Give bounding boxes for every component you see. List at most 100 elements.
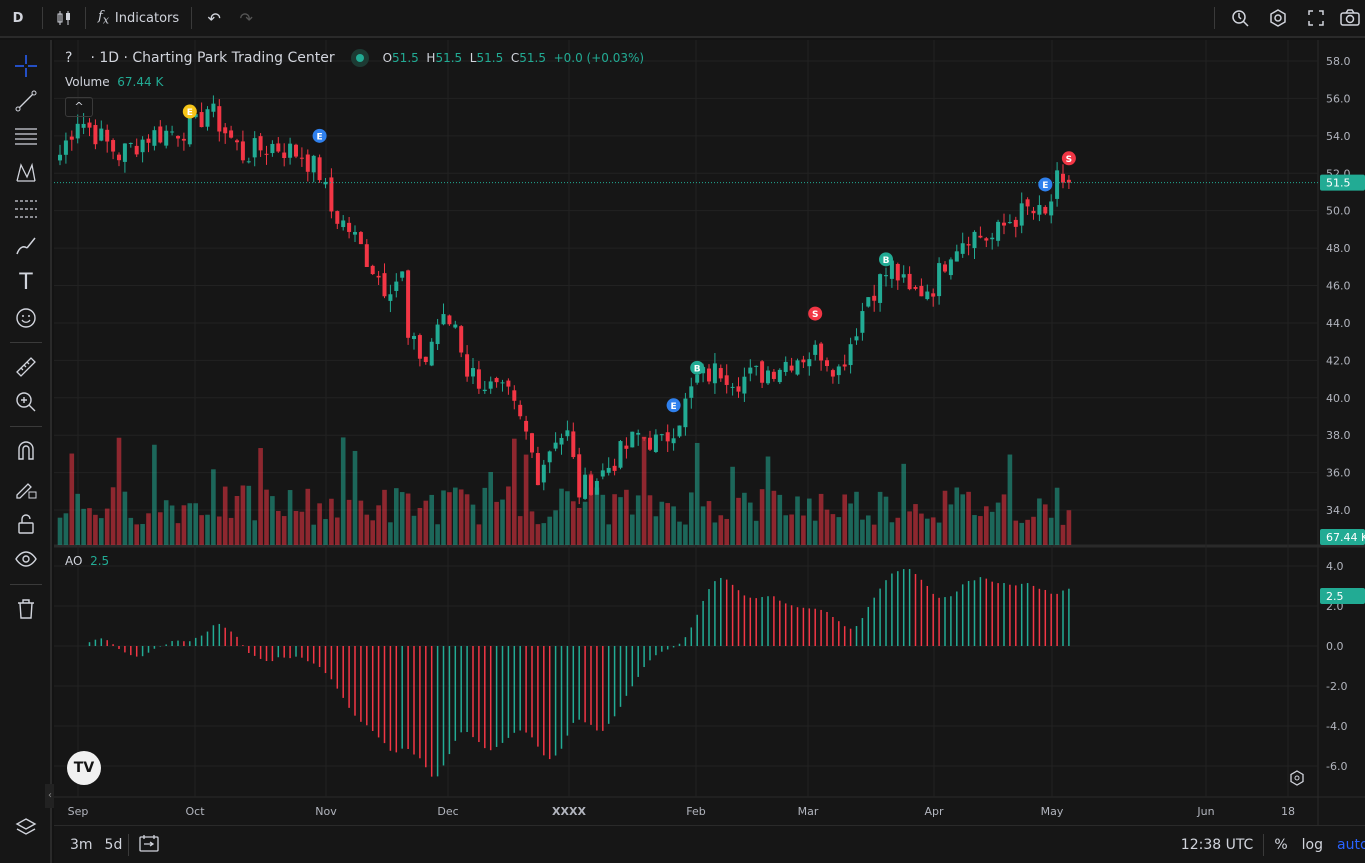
- candle-body: [990, 237, 995, 240]
- percent-toggle[interactable]: %: [1274, 836, 1288, 853]
- settings-icon[interactable]: [1259, 0, 1297, 37]
- volume-bar: [936, 522, 942, 545]
- volume-bar: [694, 442, 700, 545]
- candle-body: [199, 112, 204, 128]
- trash-icon[interactable]: [10, 593, 42, 625]
- volume-bar: [411, 515, 417, 545]
- candle-body: [358, 232, 363, 245]
- collapse-legend-button[interactable]: ^: [65, 97, 93, 117]
- volume-bar: [1066, 510, 1072, 545]
- candle-body: [1031, 210, 1036, 214]
- zoom-in-icon[interactable]: [10, 386, 42, 418]
- volume-bar: [512, 438, 517, 545]
- volume-bar: [559, 488, 564, 545]
- market-status-icon[interactable]: [350, 49, 369, 67]
- candle-body: [913, 287, 918, 289]
- fullscreen-icon[interactable]: [1297, 0, 1335, 37]
- event-marker-label: S: [1066, 155, 1072, 165]
- candle-body: [707, 368, 711, 382]
- volume-bar: [335, 517, 340, 545]
- lock-drawings-icon[interactable]: [10, 472, 42, 504]
- symbol-label[interactable]: ?: [65, 50, 73, 66]
- candle-body: [878, 274, 883, 303]
- candle-body: [211, 103, 216, 112]
- pattern-icon[interactable]: [10, 157, 42, 189]
- candle-body: [75, 123, 80, 139]
- volume-bar: [346, 499, 352, 545]
- undo-icon[interactable]: ↶: [207, 8, 221, 28]
- volume-bar: [635, 495, 641, 545]
- candle-body: [128, 142, 133, 144]
- symbol-button[interactable]: D: [12, 10, 24, 26]
- volume-bar: [842, 494, 847, 545]
- auto-toggle[interactable]: auto: [1337, 836, 1365, 853]
- candle-body: [471, 368, 475, 377]
- indicators-button[interactable]: fx Indicators: [92, 0, 185, 37]
- horizontal-lines-icon[interactable]: [10, 120, 42, 152]
- candle-body: [789, 365, 794, 371]
- volume-bar: [329, 498, 334, 545]
- candle-body: [630, 431, 635, 448]
- chart-title: · 1D · Charting Park Trading Center: [90, 50, 335, 66]
- volume-bar: [807, 498, 812, 545]
- fib-icon[interactable]: [10, 193, 42, 225]
- volume-bar: [1048, 517, 1054, 545]
- trend-line-icon[interactable]: [10, 85, 42, 117]
- volume-bar: [429, 494, 434, 545]
- volume-bar: [405, 493, 411, 545]
- candle-body: [771, 371, 776, 379]
- candle-body: [93, 125, 98, 145]
- candle-body: [677, 425, 682, 437]
- candle-body: [441, 314, 446, 325]
- volume-bar: [441, 490, 446, 545]
- indicators-label: Indicators: [114, 10, 180, 26]
- volume-bar: [128, 517, 134, 545]
- redo-icon[interactable]: ↷: [239, 8, 253, 28]
- emoji-icon[interactable]: [10, 302, 42, 334]
- candle-body: [512, 390, 517, 401]
- date-range-icon[interactable]: [139, 834, 159, 856]
- volume-bar: [87, 508, 92, 545]
- ao-last-label: 2.5: [1326, 590, 1344, 603]
- eye-icon[interactable]: [10, 543, 42, 575]
- volume-bar: [152, 444, 157, 545]
- volume-bar: [217, 516, 222, 545]
- volume-bar: [523, 454, 529, 545]
- timezone-clock[interactable]: 12:38 UTC: [1180, 836, 1254, 853]
- brush-icon[interactable]: [10, 230, 42, 262]
- text-icon[interactable]: T: [19, 269, 33, 295]
- chart-canvas[interactable]: 58.056.054.052.050.048.046.044.042.040.0…: [54, 40, 1365, 825]
- candle-body: [146, 138, 151, 143]
- volume-bar: [700, 506, 706, 545]
- candle-body: [223, 127, 228, 134]
- candle-body: [730, 386, 735, 388]
- candle-body: [447, 315, 452, 325]
- camera-icon[interactable]: [1335, 0, 1365, 37]
- range-5d-button[interactable]: 5d: [104, 836, 123, 853]
- tradingview-logo[interactable]: TV: [67, 751, 101, 785]
- volume-bar: [116, 437, 122, 545]
- candle-body: [134, 145, 139, 155]
- volume-bar: [753, 520, 759, 545]
- collapse-toolbar-button[interactable]: ‹: [45, 784, 55, 808]
- magnet-icon[interactable]: [10, 435, 42, 467]
- volume-bar: [299, 511, 305, 545]
- alert-icon[interactable]: [1221, 0, 1259, 37]
- ruler-icon[interactable]: [10, 351, 42, 383]
- volume-bar: [930, 517, 936, 545]
- volume-bar: [500, 499, 505, 545]
- candles-icon[interactable]: [49, 0, 79, 37]
- volume-bar: [966, 491, 971, 545]
- crosshair-icon[interactable]: [10, 50, 42, 82]
- range-3m-button[interactable]: 3m: [70, 836, 93, 853]
- candle-body: [925, 291, 930, 300]
- candle-body: [760, 361, 765, 383]
- log-toggle[interactable]: log: [1301, 836, 1323, 853]
- lock-icon[interactable]: [10, 508, 42, 540]
- volume-bar: [246, 485, 252, 545]
- candle-body: [742, 376, 747, 394]
- candle-body: [777, 369, 782, 383]
- axis-settings-icon[interactable]: [1290, 770, 1304, 786]
- layers-icon[interactable]: [10, 812, 42, 844]
- candle-body: [453, 324, 458, 328]
